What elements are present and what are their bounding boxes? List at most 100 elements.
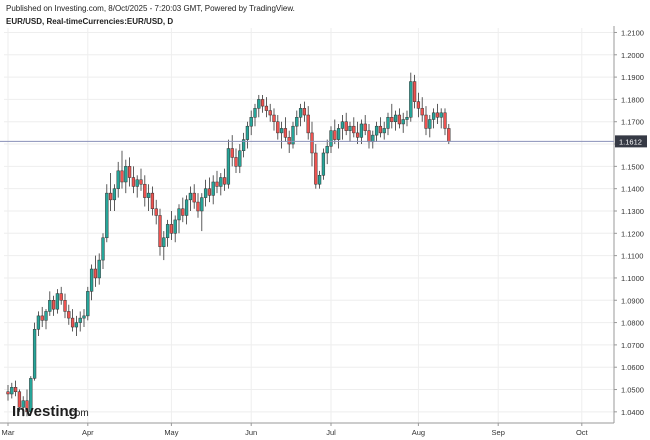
candle[interactable] [260, 94, 265, 113]
candle[interactable] [352, 117, 356, 138]
candle[interactable] [116, 161, 120, 198]
candle[interactable] [127, 157, 132, 187]
candle[interactable] [101, 233, 105, 270]
candle[interactable] [397, 108, 402, 129]
candle[interactable] [63, 293, 67, 319]
candle[interactable] [219, 173, 223, 196]
candle[interactable] [241, 132, 246, 158]
candle[interactable] [192, 184, 196, 209]
candle[interactable] [420, 97, 424, 122]
candle[interactable] [82, 309, 86, 328]
candle[interactable] [51, 295, 56, 316]
candle[interactable] [306, 106, 310, 140]
candle[interactable] [443, 108, 447, 136]
candle[interactable] [32, 322, 37, 381]
candle[interactable] [302, 101, 307, 122]
candle[interactable] [112, 184, 117, 211]
candle[interactable] [200, 193, 204, 232]
candle[interactable] [428, 115, 432, 138]
candle[interactable] [348, 121, 352, 142]
candle[interactable] [108, 173, 113, 211]
candle[interactable] [405, 110, 409, 127]
candle[interactable] [291, 121, 295, 149]
candle[interactable] [25, 389, 29, 417]
candle[interactable] [97, 253, 101, 285]
candle[interactable] [105, 184, 109, 243]
candle[interactable] [203, 179, 208, 207]
candle[interactable] [215, 170, 219, 194]
candle[interactable] [162, 231, 166, 261]
candle[interactable] [165, 219, 170, 247]
candle[interactable] [245, 121, 250, 149]
candle[interactable] [298, 103, 303, 127]
candle[interactable] [59, 286, 63, 305]
candle[interactable] [120, 150, 124, 189]
candle[interactable] [371, 130, 375, 149]
candle[interactable] [378, 117, 383, 138]
candle[interactable] [86, 286, 90, 321]
candle[interactable] [412, 74, 417, 109]
candle[interactable] [390, 103, 394, 129]
candle[interactable] [93, 255, 98, 287]
candle[interactable] [177, 204, 181, 234]
candle[interactable] [40, 306, 44, 328]
candle[interactable] [207, 177, 212, 203]
candle[interactable] [374, 121, 379, 142]
candle[interactable] [272, 108, 276, 131]
candle[interactable] [264, 97, 269, 118]
candle[interactable] [344, 112, 348, 136]
candle[interactable] [6, 385, 10, 401]
candle[interactable] [135, 175, 139, 198]
candle[interactable] [169, 210, 174, 241]
candle[interactable] [154, 199, 158, 225]
candle[interactable] [211, 175, 215, 205]
candle[interactable] [416, 92, 421, 118]
candle[interactable] [279, 121, 284, 149]
candle[interactable] [158, 208, 162, 256]
candle[interactable] [139, 168, 143, 191]
candle[interactable] [431, 108, 436, 129]
candle[interactable] [196, 193, 200, 218]
candle[interactable] [146, 184, 151, 211]
candle[interactable] [340, 115, 345, 140]
candle[interactable] [253, 103, 257, 127]
candle[interactable] [230, 135, 234, 167]
candle[interactable] [276, 115, 280, 140]
candle[interactable] [283, 117, 288, 142]
candle[interactable] [67, 304, 71, 325]
candle[interactable] [401, 112, 405, 133]
candle[interactable] [393, 110, 398, 131]
candle[interactable] [336, 123, 341, 149]
candle[interactable] [435, 103, 440, 124]
candle[interactable] [21, 396, 25, 417]
candle[interactable] [150, 186, 155, 216]
candle[interactable] [355, 121, 360, 145]
candle[interactable] [89, 264, 94, 301]
candle[interactable] [409, 72, 413, 122]
candle[interactable] [226, 139, 231, 189]
candle[interactable] [13, 380, 18, 397]
candle[interactable] [143, 175, 147, 207]
candle[interactable] [234, 148, 238, 174]
candle[interactable] [329, 126, 333, 153]
candle[interactable] [184, 195, 189, 225]
candle[interactable] [131, 166, 136, 194]
candle[interactable] [249, 110, 253, 136]
candle[interactable] [321, 148, 326, 180]
candle[interactable] [173, 215, 177, 243]
candle[interactable] [70, 309, 75, 332]
candle[interactable] [295, 110, 299, 136]
candle[interactable] [359, 119, 364, 145]
candle[interactable] [48, 291, 52, 316]
candle[interactable] [17, 389, 22, 412]
candle[interactable] [74, 315, 79, 336]
candle[interactable] [238, 144, 242, 174]
candle[interactable] [314, 144, 318, 189]
candle[interactable] [181, 197, 185, 223]
candle[interactable] [363, 115, 367, 136]
candle[interactable] [257, 94, 261, 118]
candle[interactable] [333, 119, 337, 145]
candle[interactable] [29, 376, 33, 415]
candle[interactable] [78, 311, 82, 332]
